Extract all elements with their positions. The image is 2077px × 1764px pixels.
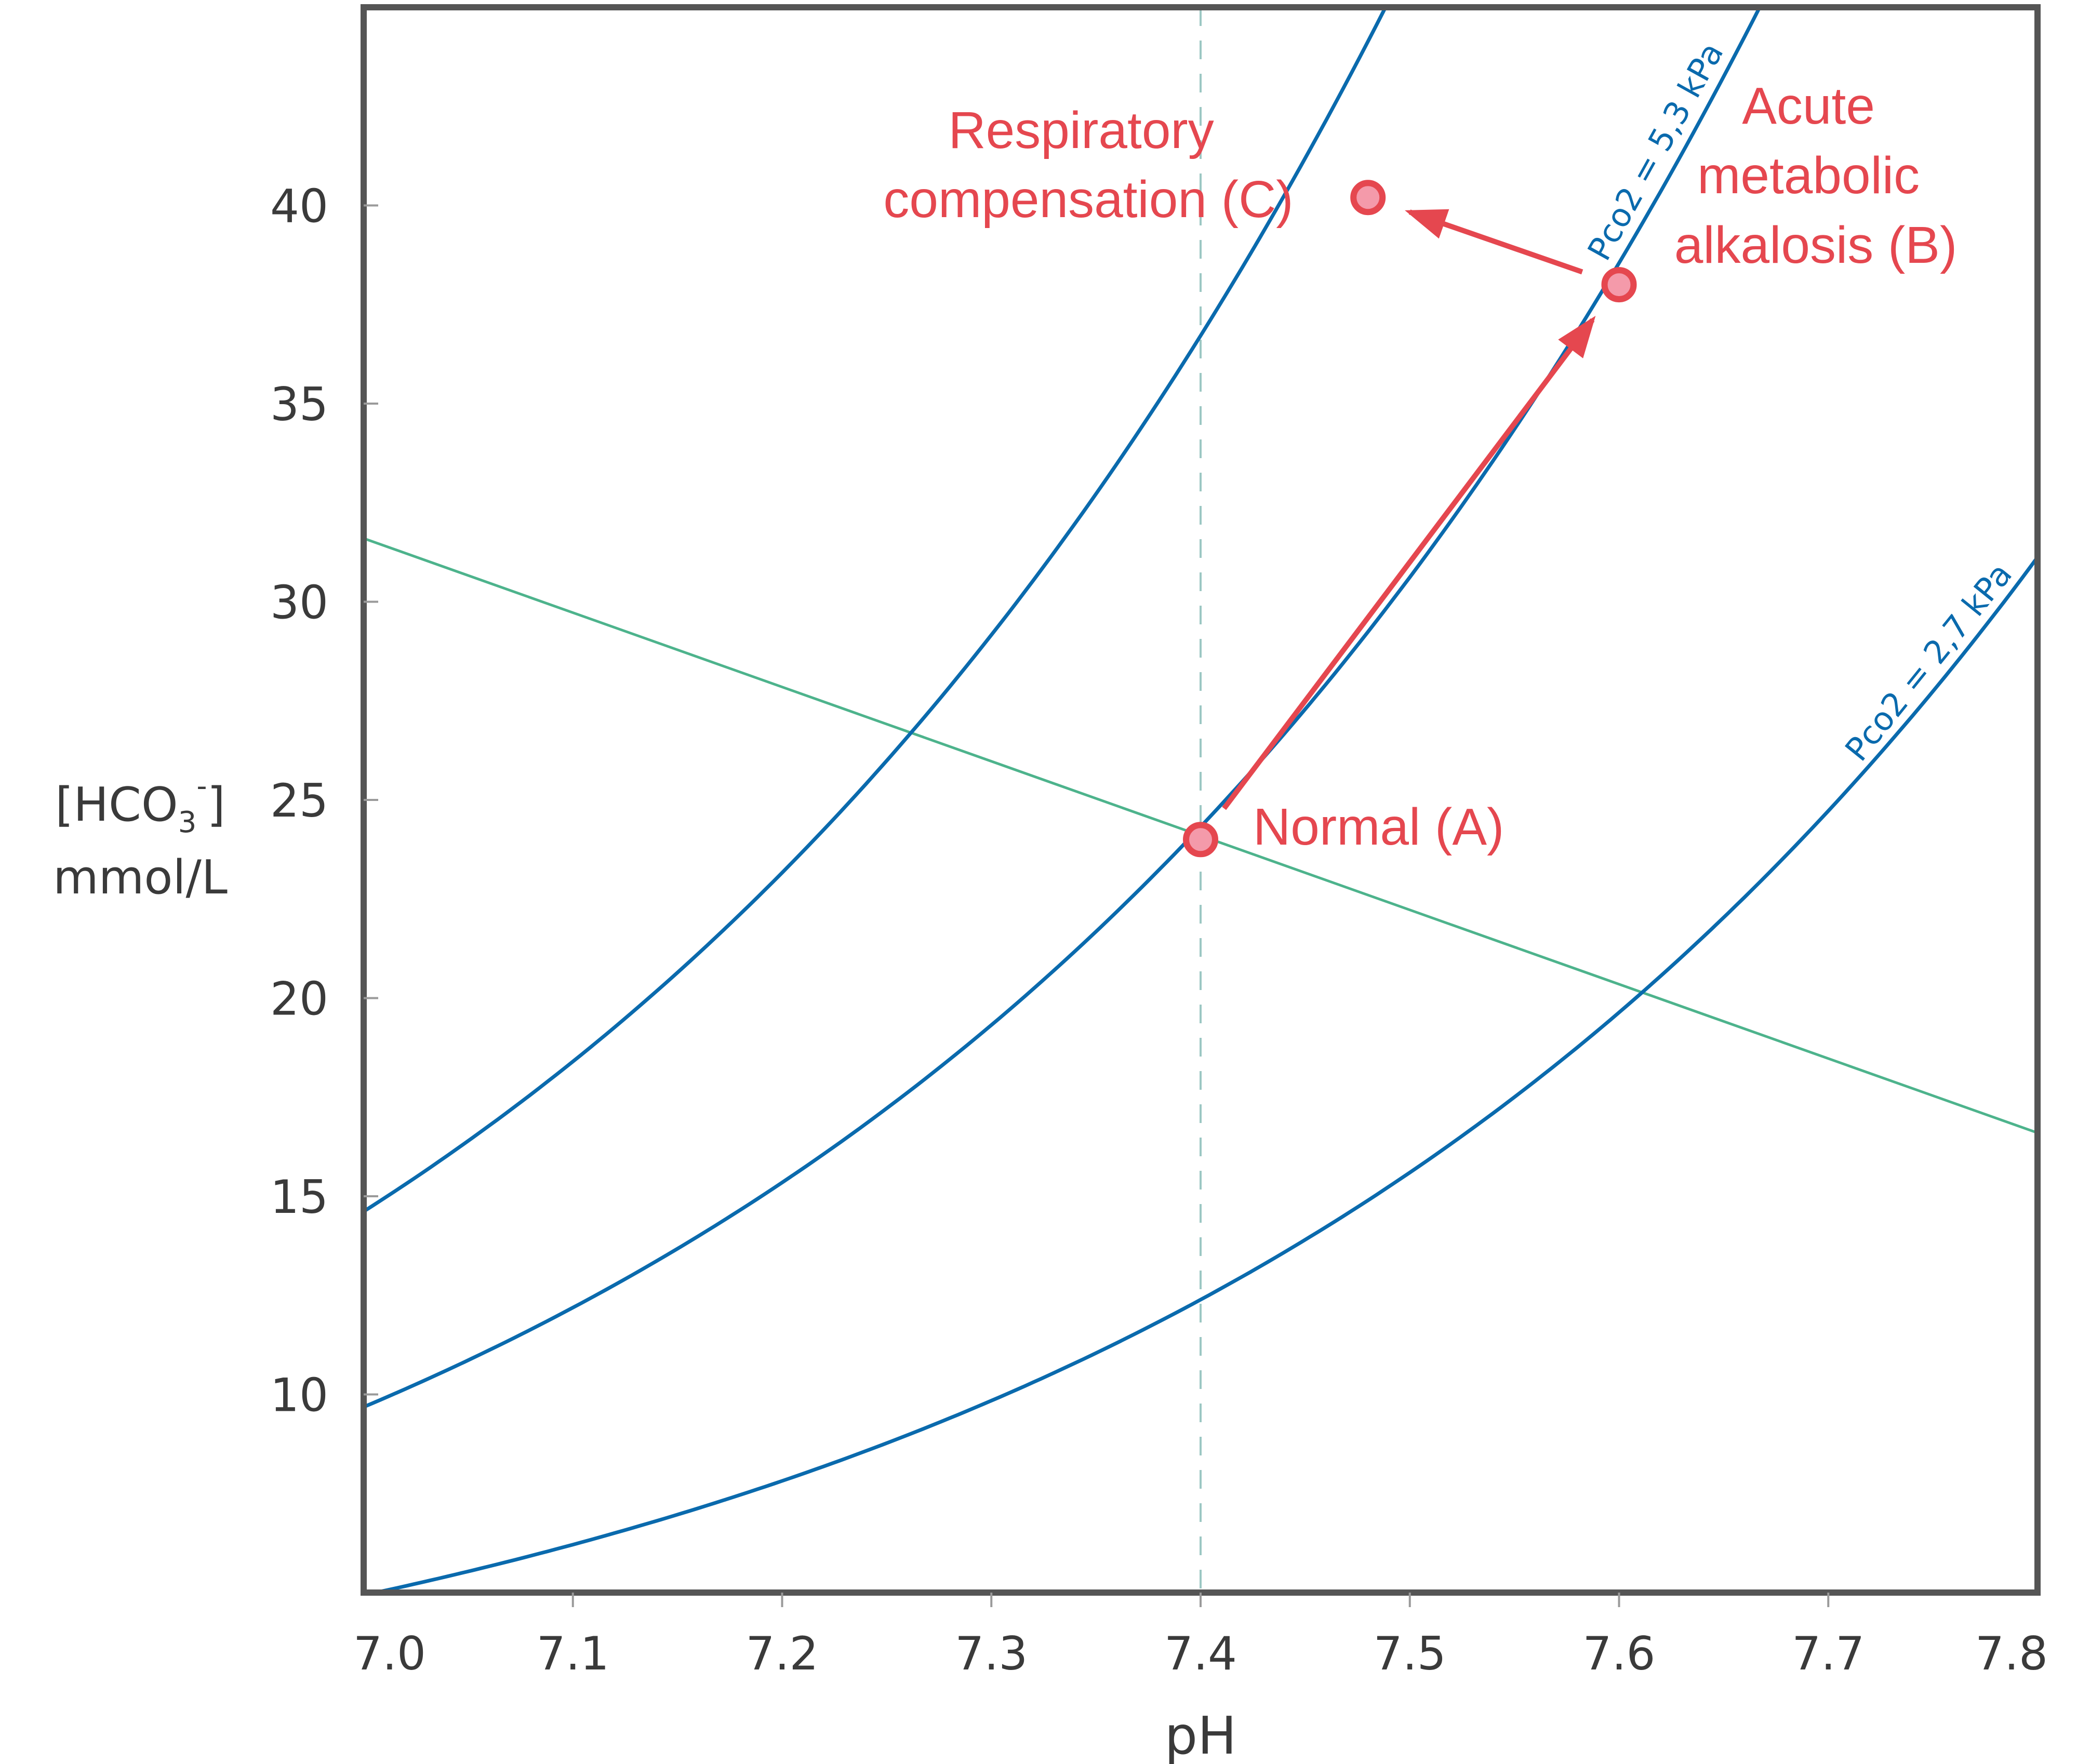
y-axis-ticks: 10 15 20 25 30 35 40 — [270, 180, 378, 1422]
label-respiratory-compensation-c: Respiratory compensation (C) — [883, 101, 1293, 229]
y-tick-label: 20 — [270, 972, 328, 1026]
label-acute-metabolic-alkalosis-b: Acute metabolic alkalosis (B) — [1674, 77, 1958, 274]
isobar-label-pco2-2-7: Pco2 = 2,7 kPa — [1838, 556, 2019, 768]
arrow-a-to-b — [1222, 315, 1596, 810]
label-c-line-1: Respiratory — [948, 101, 1214, 159]
y-tick-label: 40 — [270, 180, 328, 233]
y-tick-label: 25 — [270, 774, 328, 827]
label-normal-a: Normal (A) — [1253, 798, 1504, 856]
isobar-pco2-2-7 — [367, 556, 2038, 1593]
y-axis-title-subscript: 3 — [178, 806, 197, 839]
y-axis-unit: mmol/L — [53, 850, 228, 905]
x-tick-label: 7.2 — [746, 1627, 819, 1680]
x-tick-label: 7.5 — [1374, 1627, 1446, 1680]
label-b-line-1: Acute — [1742, 77, 1875, 135]
y-axis-title-close: ] — [207, 778, 225, 832]
x-tick-label: 7.3 — [955, 1627, 1028, 1680]
y-axis-title: [HCO3-] — [55, 769, 225, 839]
label-b-line-2: metabolic — [1697, 146, 1920, 205]
x-tick-label: 7.4 — [1164, 1627, 1237, 1680]
x-axis-ticks: 7.0 7.1 7.2 7.3 7.4 7.5 7.6 7.7 7.8 — [353, 1593, 2048, 1680]
arrow-b-to-c — [1405, 209, 1583, 275]
x-tick-label: 7.1 — [537, 1627, 609, 1680]
point-respiratory-compensation-c — [1350, 180, 1386, 216]
y-axis-title-superscript: - — [196, 769, 207, 803]
isobar-high-pco2 — [364, 7, 1388, 1213]
label-b-line-3: alkalosis (B) — [1674, 216, 1958, 274]
x-tick-label: 7.8 — [1975, 1627, 2048, 1680]
point-acute-metabolic-alkalosis-b — [1601, 267, 1637, 303]
y-tick-label: 10 — [270, 1369, 328, 1422]
y-tick-label: 15 — [270, 1170, 328, 1224]
y-tick-label: 35 — [270, 378, 328, 431]
x-tick-label: 7.6 — [1583, 1627, 1656, 1680]
y-axis-title-open: [HCO — [55, 778, 178, 832]
point-normal-a — [1183, 822, 1218, 858]
y-tick-label: 30 — [270, 576, 328, 630]
x-axis-title: pH — [1165, 1705, 1237, 1764]
x-tick-label: 7.0 — [353, 1627, 426, 1680]
x-tick-label: 7.7 — [1792, 1627, 1865, 1680]
label-c-line-2: compensation (C) — [883, 170, 1293, 229]
